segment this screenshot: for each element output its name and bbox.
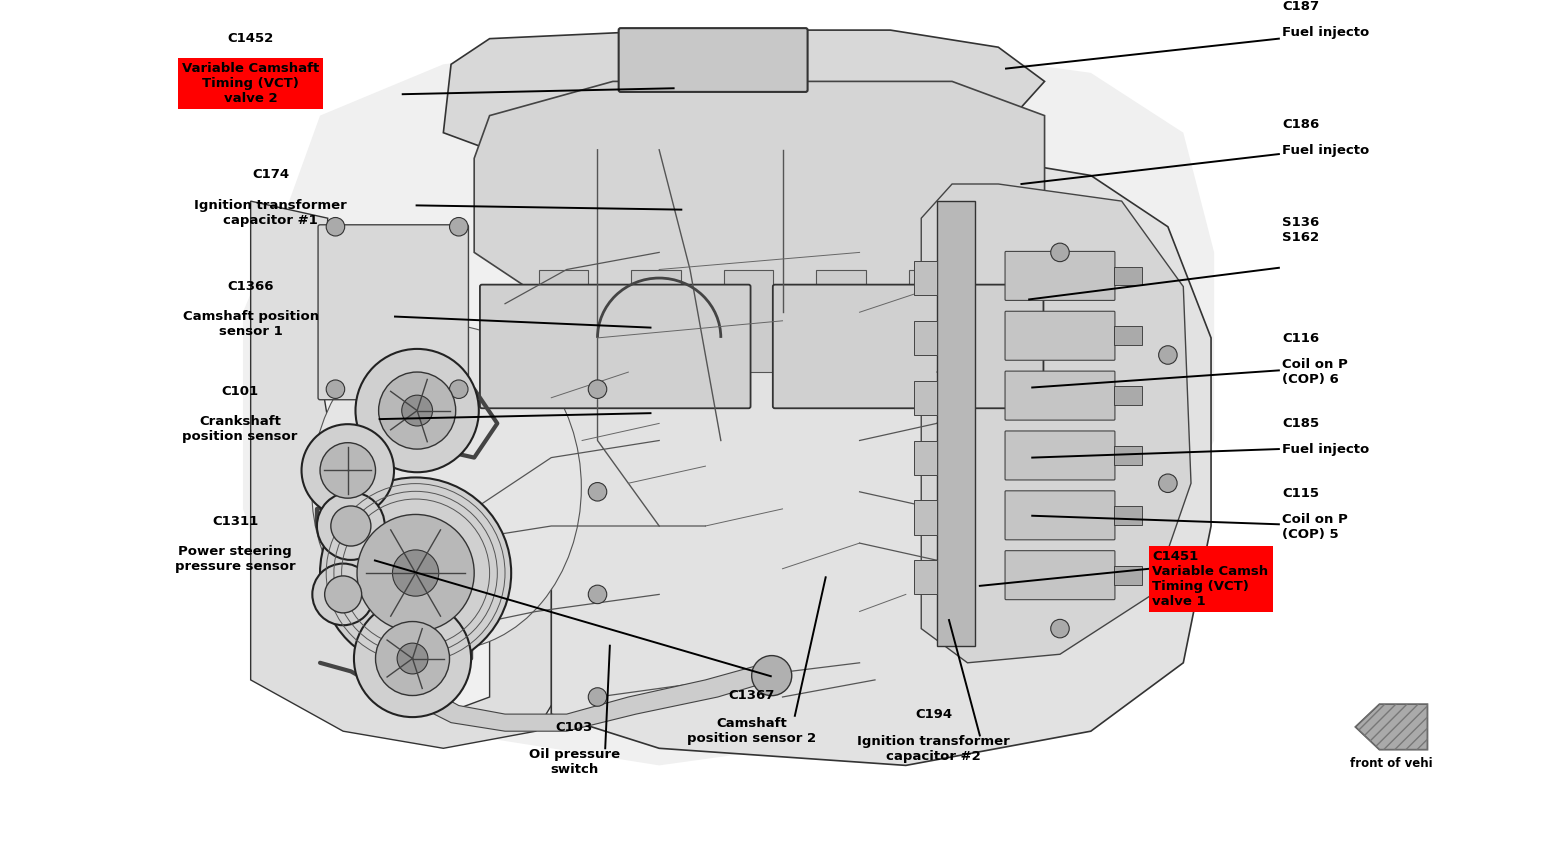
Text: front of vehi: front of vehi <box>1351 757 1432 770</box>
Text: C186: C186 <box>1282 118 1319 131</box>
Circle shape <box>588 687 607 707</box>
Circle shape <box>324 575 362 613</box>
Bar <box>1114 506 1142 525</box>
Text: C1452: C1452 <box>227 31 274 44</box>
Text: Power steering
pressure sensor: Power steering pressure sensor <box>175 545 296 573</box>
FancyBboxPatch shape <box>1005 252 1114 300</box>
FancyBboxPatch shape <box>1005 550 1114 600</box>
Circle shape <box>330 506 371 546</box>
FancyBboxPatch shape <box>1005 490 1114 540</box>
Circle shape <box>357 515 474 632</box>
Bar <box>1114 386 1142 405</box>
Text: C103: C103 <box>556 720 593 733</box>
Polygon shape <box>551 150 1211 766</box>
Bar <box>914 440 937 475</box>
Circle shape <box>318 492 385 560</box>
Circle shape <box>449 380 468 398</box>
Ellipse shape <box>311 326 581 650</box>
Bar <box>725 269 773 372</box>
Circle shape <box>376 621 449 695</box>
Text: S136
S162: S136 S162 <box>1282 216 1319 244</box>
Bar <box>914 500 937 535</box>
Text: C101: C101 <box>221 385 258 398</box>
Polygon shape <box>443 30 1044 167</box>
Text: Fuel injecto: Fuel injecto <box>1282 144 1369 157</box>
Text: C1311: C1311 <box>213 515 258 528</box>
Text: C1367: C1367 <box>728 689 775 702</box>
Bar <box>631 269 681 372</box>
Bar <box>914 261 937 295</box>
Circle shape <box>1158 474 1177 492</box>
Bar <box>538 269 588 372</box>
Bar <box>937 201 975 646</box>
Circle shape <box>449 218 468 236</box>
Text: C115: C115 <box>1282 487 1319 500</box>
Text: C185: C185 <box>1282 418 1319 431</box>
Circle shape <box>313 563 374 625</box>
Text: C187: C187 <box>1282 0 1319 13</box>
Circle shape <box>402 395 432 426</box>
Bar <box>1114 326 1142 345</box>
Text: C194: C194 <box>916 708 952 721</box>
Text: Oil pressure
switch: Oil pressure switch <box>529 748 620 776</box>
Circle shape <box>393 550 438 596</box>
Text: Crankshaft
position sensor: Crankshaft position sensor <box>182 415 297 443</box>
Text: C174: C174 <box>252 168 290 181</box>
Polygon shape <box>243 39 1214 766</box>
Circle shape <box>302 424 394 516</box>
Circle shape <box>588 585 607 603</box>
FancyBboxPatch shape <box>480 285 751 408</box>
Text: C1451
Variable Camsh
Timing (VCT)
valve 1: C1451 Variable Camsh Timing (VCT) valve … <box>1152 550 1269 608</box>
Bar <box>817 269 865 372</box>
Text: Camshaft position
sensor 1: Camshaft position sensor 1 <box>183 310 319 338</box>
Text: Fuel injecto: Fuel injecto <box>1282 443 1369 456</box>
Polygon shape <box>922 184 1191 663</box>
Circle shape <box>379 372 455 449</box>
Bar <box>909 269 958 372</box>
Circle shape <box>326 218 344 236</box>
Text: Camshaft
position sensor 2: Camshaft position sensor 2 <box>687 717 817 745</box>
Text: Variable Camshaft
Timing (VCT)
valve 2: Variable Camshaft Timing (VCT) valve 2 <box>182 62 319 105</box>
Circle shape <box>1050 620 1069 638</box>
Polygon shape <box>250 201 567 748</box>
Polygon shape <box>474 82 1044 304</box>
Circle shape <box>588 483 607 501</box>
Text: Ignition transformer
capacitor #1: Ignition transformer capacitor #1 <box>194 199 347 227</box>
Circle shape <box>398 643 427 674</box>
FancyBboxPatch shape <box>1005 372 1114 420</box>
Polygon shape <box>377 628 775 731</box>
Circle shape <box>326 380 344 398</box>
Text: Fuel injecto: Fuel injecto <box>1282 26 1369 39</box>
Circle shape <box>319 443 376 498</box>
Circle shape <box>751 655 792 695</box>
Bar <box>1114 566 1142 584</box>
Circle shape <box>1050 243 1069 261</box>
Circle shape <box>588 380 607 398</box>
Circle shape <box>1158 345 1177 365</box>
Circle shape <box>354 600 471 717</box>
Bar <box>1114 446 1142 465</box>
FancyBboxPatch shape <box>618 28 808 92</box>
Polygon shape <box>1355 704 1427 750</box>
Text: Coil on P
(COP) 6: Coil on P (COP) 6 <box>1282 358 1347 385</box>
FancyBboxPatch shape <box>773 285 1044 408</box>
Circle shape <box>319 477 512 668</box>
FancyBboxPatch shape <box>1005 431 1114 480</box>
Bar <box>914 321 937 355</box>
Text: C1366: C1366 <box>227 279 274 293</box>
Text: Ignition transformer
capacitor #2: Ignition transformer capacitor #2 <box>858 735 1009 764</box>
Bar <box>914 381 937 415</box>
Text: C116: C116 <box>1282 332 1319 345</box>
Bar <box>1114 266 1142 286</box>
FancyBboxPatch shape <box>1005 312 1114 360</box>
Circle shape <box>355 349 479 472</box>
Text: Coil on P
(COP) 5: Coil on P (COP) 5 <box>1282 513 1347 541</box>
FancyBboxPatch shape <box>318 225 468 400</box>
Bar <box>914 560 937 595</box>
